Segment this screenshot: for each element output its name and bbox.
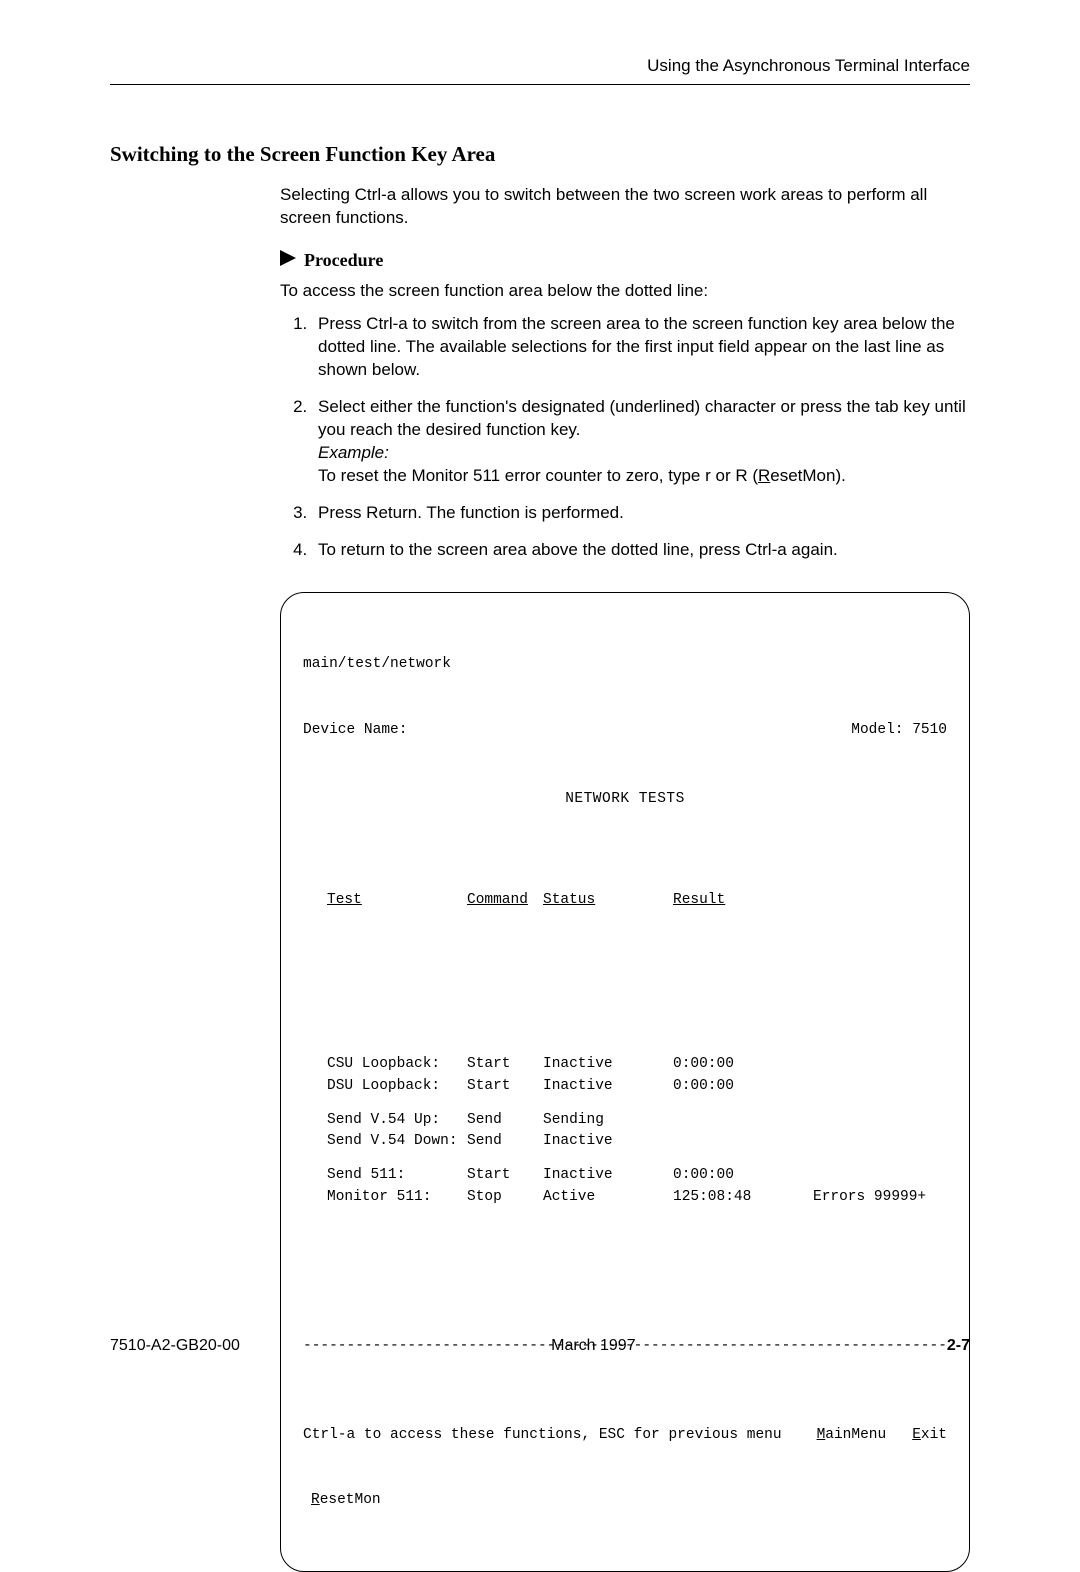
example-under: R xyxy=(758,466,770,485)
cell-status: Inactive xyxy=(543,1054,673,1076)
mainmenu-under: M xyxy=(817,1427,826,1443)
cell-result xyxy=(673,1110,813,1132)
col-header-command: Command xyxy=(467,890,543,912)
page-footer: 7510-A2-GB20-00 March 1997 2-7 xyxy=(110,1335,970,1357)
cell-command: Start xyxy=(467,1054,543,1076)
cell-test: Send V.54 Up: xyxy=(327,1110,467,1132)
cell-extra xyxy=(813,1054,947,1076)
cell-result: 0:00:00 xyxy=(673,1054,813,1076)
terminal-title: NETWORK TESTS xyxy=(303,789,947,811)
table-row: Send 511:StartInactive0:00:00 xyxy=(303,1165,947,1187)
step-2-text: Select either the function's designated … xyxy=(318,397,966,439)
terminal-footer-line: Ctrl-a to access these functions, ESC fo… xyxy=(303,1425,947,1447)
intro-paragraph: Selecting Ctrl-a allows you to switch be… xyxy=(280,184,970,230)
table-row: Send V.54 Down:SendInactive xyxy=(303,1131,947,1153)
spacer xyxy=(303,1153,947,1165)
cell-result: 0:00:00 xyxy=(673,1076,813,1098)
triangle-right-icon xyxy=(280,248,296,272)
cell-status: Inactive xyxy=(543,1076,673,1098)
terminal-breadcrumb: main/test/network xyxy=(303,654,947,676)
step-2: Select either the function's designated … xyxy=(312,396,970,488)
cell-extra xyxy=(813,1165,947,1187)
cell-status: Inactive xyxy=(543,1165,673,1187)
cell-test: Send V.54 Down: xyxy=(327,1131,467,1153)
terminal-device-row: Device Name: Model: 7510 xyxy=(303,720,947,742)
running-header: Using the Asynchronous Terminal Interfac… xyxy=(110,55,970,85)
spacer xyxy=(303,977,947,989)
cell-command: Send xyxy=(467,1110,543,1132)
step-4: To return to the screen area above the d… xyxy=(312,539,970,562)
model-label: Model: xyxy=(851,720,903,742)
footer-page-number: 2-7 xyxy=(947,1335,970,1357)
cell-result: 0:00:00 xyxy=(673,1165,813,1187)
cell-command: Start xyxy=(467,1165,543,1187)
main-menu-key[interactable]: MainMenu xyxy=(817,1425,887,1447)
cell-extra xyxy=(813,1110,947,1132)
step-3: Press Return. The function is performed. xyxy=(312,502,970,525)
table-row: CSU Loopback:StartInactive0:00:00 xyxy=(303,1054,947,1076)
procedure-intro: To access the screen function area below… xyxy=(280,280,970,303)
col-header-test: Test xyxy=(327,890,467,912)
terminal-screenshot: main/test/network Device Name: Model: 75… xyxy=(280,592,970,1572)
cell-command: Start xyxy=(467,1076,543,1098)
cell-extra xyxy=(813,1076,947,1098)
footer-message: Ctrl-a to access these functions, ESC fo… xyxy=(303,1425,817,1447)
document-page: Using the Asynchronous Terminal Interfac… xyxy=(0,0,1080,1397)
cell-test: Monitor 511: xyxy=(327,1187,467,1209)
cell-extra: Errors 99999+ xyxy=(813,1187,947,1209)
example-text: To reset the Monitor 511 error counter t… xyxy=(318,466,846,485)
section-title: Switching to the Screen Function Key Are… xyxy=(110,140,970,168)
footer-date: March 1997 xyxy=(551,1335,636,1357)
model-value: 7510 xyxy=(912,720,947,742)
exit-under: E xyxy=(912,1427,921,1443)
procedure-list: Press Ctrl-a to switch from the screen a… xyxy=(280,313,970,561)
cell-command: Stop xyxy=(467,1187,543,1209)
resetmon-key[interactable]: ResetMon xyxy=(311,1490,947,1512)
body-column: Selecting Ctrl-a allows you to switch be… xyxy=(280,184,970,1572)
cell-command: Send xyxy=(467,1131,543,1153)
cell-status: Sending xyxy=(543,1110,673,1132)
terminal-rows: CSU Loopback:StartInactive0:00:00DSU Loo… xyxy=(303,1054,947,1209)
col-header-extra xyxy=(813,890,947,912)
procedure-label: Procedure xyxy=(304,248,383,272)
cell-status: Active xyxy=(543,1187,673,1209)
cell-extra xyxy=(813,1131,947,1153)
step-1: Press Ctrl-a to switch from the screen a… xyxy=(312,313,970,382)
table-row: Monitor 511:StopActive125:08:48Errors 99… xyxy=(303,1187,947,1209)
col-header-status: Status xyxy=(543,890,673,912)
resetmon-under: R xyxy=(311,1492,320,1508)
col-header-result: Result xyxy=(673,890,813,912)
spacer xyxy=(303,1098,947,1110)
table-row: Send V.54 Up:SendSending xyxy=(303,1110,947,1132)
footer-doc-id: 7510-A2-GB20-00 xyxy=(110,1335,240,1357)
example-tail: esetMon). xyxy=(770,466,846,485)
procedure-heading: Procedure xyxy=(280,248,970,272)
example-pre: To reset the Monitor 511 error counter t… xyxy=(318,466,758,485)
exit-rest: xit xyxy=(921,1427,947,1443)
device-name-label: Device Name: xyxy=(303,720,851,742)
cell-test: Send 511: xyxy=(327,1165,467,1187)
resetmon-rest: esetMon xyxy=(320,1492,381,1508)
cell-status: Inactive xyxy=(543,1131,673,1153)
mainmenu-rest: ainMenu xyxy=(825,1427,886,1443)
exit-key[interactable]: Exit xyxy=(912,1425,947,1447)
table-row: DSU Loopback:StartInactive0:00:00 xyxy=(303,1076,947,1098)
cell-test: DSU Loopback: xyxy=(327,1076,467,1098)
cell-test: CSU Loopback: xyxy=(327,1054,467,1076)
cell-result xyxy=(673,1131,813,1153)
table-header-row: Test Command Status Result xyxy=(303,890,947,912)
cell-result: 125:08:48 xyxy=(673,1187,813,1209)
example-label: Example: xyxy=(318,443,389,462)
